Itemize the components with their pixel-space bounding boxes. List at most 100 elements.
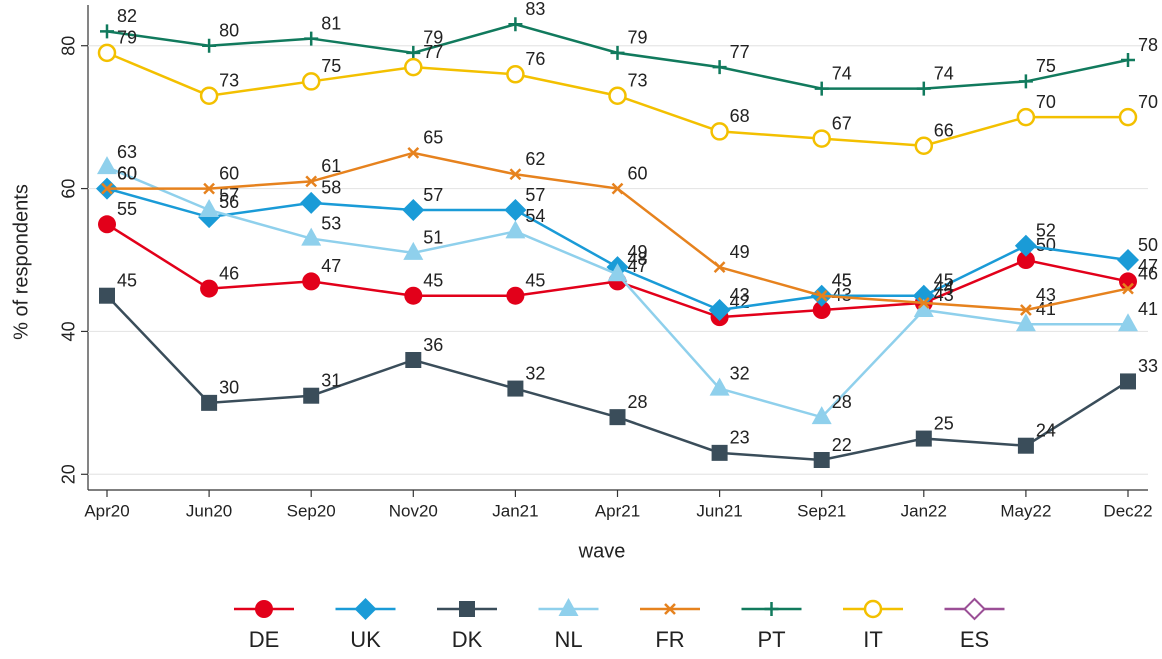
marker <box>1016 107 1036 127</box>
marker <box>1018 74 1033 89</box>
marker <box>1016 251 1035 269</box>
y-tick-label: 80 <box>59 36 79 56</box>
data-label: 70 <box>1036 92 1056 112</box>
legend-label: DE <box>249 627 280 652</box>
data-label: 52 <box>1036 220 1056 240</box>
data-label: 49 <box>628 242 648 262</box>
x-tick-label: Jun21 <box>696 501 742 520</box>
data-label: 77 <box>730 42 750 62</box>
marker <box>505 220 526 239</box>
data-label: 45 <box>832 270 852 290</box>
marker <box>99 287 115 304</box>
data-label: 32 <box>730 363 750 383</box>
marker <box>712 60 727 75</box>
data-label: 22 <box>832 435 852 455</box>
marker <box>459 601 475 617</box>
data-label: 57 <box>525 185 545 205</box>
marker <box>1121 53 1135 67</box>
x-tick-label: Sep20 <box>287 501 336 520</box>
marker <box>404 57 423 77</box>
marker <box>98 215 116 234</box>
marker <box>1117 249 1139 271</box>
marker <box>1122 282 1134 295</box>
y-tick-label: 40 <box>59 321 79 341</box>
marker <box>917 296 930 309</box>
marker <box>354 598 377 620</box>
data-label: 36 <box>423 335 443 355</box>
data-label: 54 <box>525 206 545 226</box>
x-tick-label: May22 <box>1000 501 1051 520</box>
data-label: 56 <box>219 192 239 212</box>
series-line <box>106 187 1129 312</box>
marker <box>811 406 832 425</box>
data-label: 45 <box>117 270 137 290</box>
data-label: 46 <box>1138 263 1158 283</box>
marker <box>611 182 624 195</box>
marker <box>301 227 322 246</box>
data-label: 45 <box>525 270 545 290</box>
marker <box>963 597 986 621</box>
data-label: 45 <box>423 270 443 290</box>
marker <box>912 284 935 307</box>
marker <box>609 409 626 426</box>
marker <box>813 452 830 468</box>
y-tick-label: 60 <box>59 179 79 199</box>
marker <box>814 81 829 96</box>
marker <box>506 286 525 305</box>
data-label: 51 <box>423 228 443 248</box>
marker <box>710 122 729 141</box>
data-label: 63 <box>117 142 137 162</box>
marker <box>916 81 931 96</box>
data-label: 57 <box>423 185 443 205</box>
data-label: 46 <box>219 263 239 283</box>
data-label: 81 <box>321 13 341 33</box>
marker <box>403 241 424 260</box>
legend-label: UK <box>350 627 381 652</box>
legend-label: ES <box>960 627 989 652</box>
marker <box>508 17 523 32</box>
marker <box>558 598 579 616</box>
marker <box>100 24 114 39</box>
marker <box>402 199 425 221</box>
data-label: 49 <box>730 242 750 262</box>
marker <box>1118 313 1138 332</box>
data-label: 23 <box>730 428 750 448</box>
marker <box>711 444 728 461</box>
x-tick-label: Sep21 <box>797 501 846 520</box>
marker <box>812 301 831 319</box>
data-label: 70 <box>1138 92 1158 112</box>
data-label: 67 <box>832 113 852 133</box>
marker <box>404 286 423 305</box>
legend-label: FR <box>655 627 684 652</box>
data-label: 66 <box>934 120 954 140</box>
y-tick-label: 20 <box>59 464 79 484</box>
marker <box>708 299 731 321</box>
data-label: 45 <box>934 270 954 290</box>
marker <box>506 65 525 84</box>
marker <box>1020 304 1032 316</box>
data-label: 62 <box>525 149 545 169</box>
data-label: 76 <box>525 49 545 69</box>
data-label: 41 <box>1138 299 1158 319</box>
marker <box>509 168 522 181</box>
data-label: 47 <box>321 256 341 276</box>
marker <box>301 72 321 91</box>
marker <box>255 600 273 618</box>
data-label: 78 <box>1138 35 1158 55</box>
data-label: 33 <box>1138 356 1158 376</box>
marker <box>101 182 113 195</box>
marker <box>407 146 420 159</box>
data-label: 57 <box>219 185 239 205</box>
data-label: 73 <box>628 70 648 90</box>
data-label: 79 <box>423 28 443 48</box>
marker <box>203 182 215 195</box>
marker <box>199 199 220 217</box>
data-label: 55 <box>117 199 137 219</box>
data-label: 80 <box>219 20 239 40</box>
legend-label: PT <box>757 627 785 652</box>
data-label: 43 <box>730 285 750 305</box>
data-label: 47 <box>1138 256 1158 276</box>
data-label: 60 <box>117 163 137 183</box>
data-label: 79 <box>628 28 648 48</box>
marker <box>405 352 422 368</box>
